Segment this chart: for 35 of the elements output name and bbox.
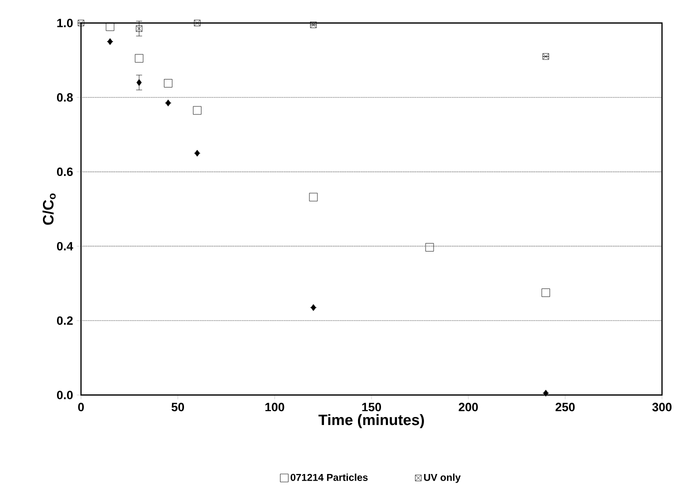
point (106, 22, 114, 31)
point (107, 38, 113, 45)
y-tick-label: 0.4 (56, 242, 74, 250)
x-axis-title: Time (minutes) (318, 414, 424, 428)
point (542, 288, 550, 297)
x-tick-label: 200 (458, 402, 478, 412)
point (309, 192, 318, 202)
y-tick-label: 0.8 (56, 93, 73, 102)
x-tick-label: 100 (265, 402, 284, 412)
point (425, 243, 434, 252)
x-tick-label: 50 (172, 402, 184, 412)
legend-label: 071214 Particles (290, 474, 368, 481)
x-tick-label: 250 (556, 402, 575, 412)
point (193, 106, 202, 115)
point (136, 79, 142, 86)
point (194, 150, 200, 157)
y-tick-label: 0.0 (56, 390, 73, 400)
y-tick-label: 0.2 (56, 316, 73, 325)
legend-label: UV only (424, 474, 461, 483)
point (166, 100, 171, 106)
y-tick-label: 0.6 (56, 168, 73, 176)
x-tick-label: 150 (362, 402, 382, 412)
y-axis-title: C/C$_{o}$ (42, 194, 56, 225)
x-tick-label: 0 (78, 402, 84, 412)
point (134, 54, 144, 63)
point (543, 390, 548, 397)
point (194, 20, 200, 26)
point (542, 53, 550, 60)
y-tick-label: 1.0 (57, 18, 73, 28)
point (78, 20, 84, 26)
point (310, 22, 317, 28)
point (310, 304, 316, 311)
point (136, 25, 142, 32)
x-tick-label: 300 (652, 402, 672, 412)
point (164, 79, 172, 88)
